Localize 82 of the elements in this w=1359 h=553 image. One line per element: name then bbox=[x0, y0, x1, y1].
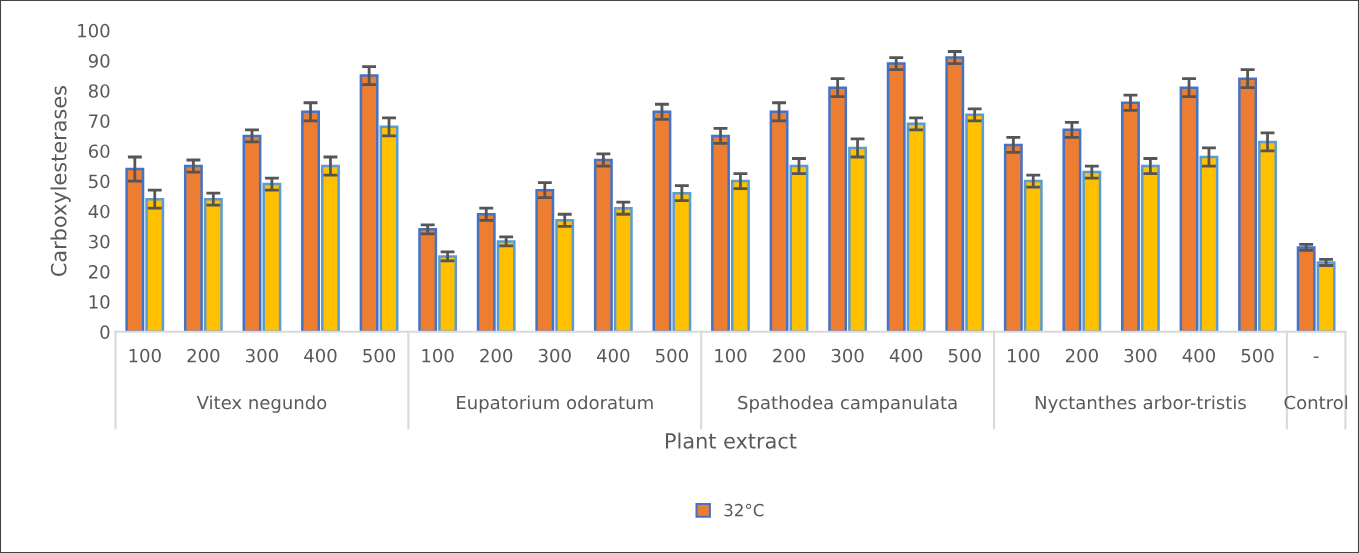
x-tick-label: 400 bbox=[596, 348, 630, 363]
text: Vitex negundo bbox=[196, 395, 327, 413]
bar bbox=[789, 164, 809, 332]
x-tick-label: 100 bbox=[1008, 348, 1040, 363]
bar bbox=[1258, 140, 1277, 332]
bar bbox=[476, 213, 496, 332]
bar bbox=[203, 197, 223, 332]
legend-label: 32°C bbox=[724, 503, 764, 517]
bar bbox=[555, 219, 575, 332]
x-tick-label: 500 bbox=[948, 348, 981, 363]
bar bbox=[711, 134, 730, 332]
x-tick-label: 300 bbox=[1124, 348, 1157, 363]
bar bbox=[535, 188, 555, 332]
bar bbox=[769, 110, 789, 332]
x-tick-label: 200 bbox=[480, 348, 513, 363]
bar bbox=[1003, 143, 1023, 332]
bar bbox=[730, 179, 750, 332]
x-tick-label: 500 bbox=[1241, 348, 1274, 363]
bar bbox=[1121, 101, 1140, 332]
bar bbox=[379, 125, 399, 332]
bar bbox=[672, 191, 692, 332]
bar bbox=[1140, 164, 1160, 332]
y-axis-title: Carboxylesterases bbox=[50, 86, 71, 277]
bar bbox=[1023, 179, 1043, 332]
bar bbox=[945, 56, 965, 332]
text: Eupatorium odoratum bbox=[457, 395, 653, 413]
x-tick-label: - bbox=[1313, 356, 1319, 358]
x-tick-label: 400 bbox=[1182, 348, 1216, 363]
y-tick-label: 0 bbox=[100, 325, 110, 339]
bar bbox=[1316, 261, 1336, 332]
y-tick-label: 90 bbox=[88, 54, 110, 68]
bar bbox=[1296, 246, 1316, 332]
bar bbox=[125, 167, 145, 332]
bar bbox=[965, 113, 985, 332]
x-tick-label: 200 bbox=[187, 348, 220, 363]
bar bbox=[242, 134, 262, 332]
x-tick-label: 100 bbox=[422, 348, 454, 363]
x-tick-label: 500 bbox=[363, 348, 396, 363]
bar bbox=[1062, 128, 1082, 332]
bar bbox=[1238, 77, 1258, 332]
x-tick-label: 100 bbox=[129, 348, 161, 363]
bar bbox=[886, 62, 906, 332]
y-tick-label: 10 bbox=[89, 295, 110, 309]
text: Spathodea campanulata bbox=[738, 395, 957, 413]
x-axis-title: Plant extract bbox=[666, 432, 797, 449]
x-tick-label: 400 bbox=[889, 348, 923, 363]
x-tick-label: 200 bbox=[773, 348, 806, 363]
bar bbox=[652, 110, 672, 332]
bar bbox=[1179, 86, 1199, 332]
y-tick-label: 100 bbox=[78, 23, 110, 38]
bar bbox=[183, 164, 203, 332]
x-tick-label: 300 bbox=[831, 348, 864, 363]
x-tick-label: 200 bbox=[1065, 348, 1098, 363]
y-tick-label: 60 bbox=[88, 144, 110, 159]
bar bbox=[301, 110, 320, 332]
y-tick-label: 30 bbox=[89, 234, 110, 249]
bar bbox=[359, 74, 379, 332]
bar bbox=[593, 158, 613, 332]
x-tick-label: 100 bbox=[715, 348, 747, 363]
y-tick-label: 70 bbox=[89, 114, 110, 128]
bar bbox=[1199, 155, 1219, 332]
bar bbox=[848, 146, 867, 332]
text: Control bbox=[1284, 395, 1348, 410]
x-tick-label: 300 bbox=[538, 348, 571, 363]
x-tick-label: 500 bbox=[656, 348, 688, 363]
y-tick-label: 20 bbox=[89, 264, 110, 279]
bar bbox=[496, 240, 516, 332]
bar bbox=[418, 228, 438, 332]
x-tick-label: 400 bbox=[304, 348, 337, 363]
bar bbox=[1082, 170, 1102, 332]
bar bbox=[613, 206, 633, 332]
bar bbox=[906, 122, 926, 332]
text: Nyctanthes arbor-tristis bbox=[1035, 395, 1246, 413]
bar bbox=[321, 164, 340, 332]
y-tick-label: 80 bbox=[88, 84, 110, 98]
bar bbox=[262, 182, 282, 332]
bar bbox=[438, 255, 458, 332]
x-tick-label: 300 bbox=[246, 348, 278, 363]
bar bbox=[145, 197, 165, 332]
y-tick-label: 40 bbox=[88, 204, 110, 219]
y-tick-label: 50 bbox=[89, 174, 110, 189]
bar bbox=[828, 86, 848, 332]
